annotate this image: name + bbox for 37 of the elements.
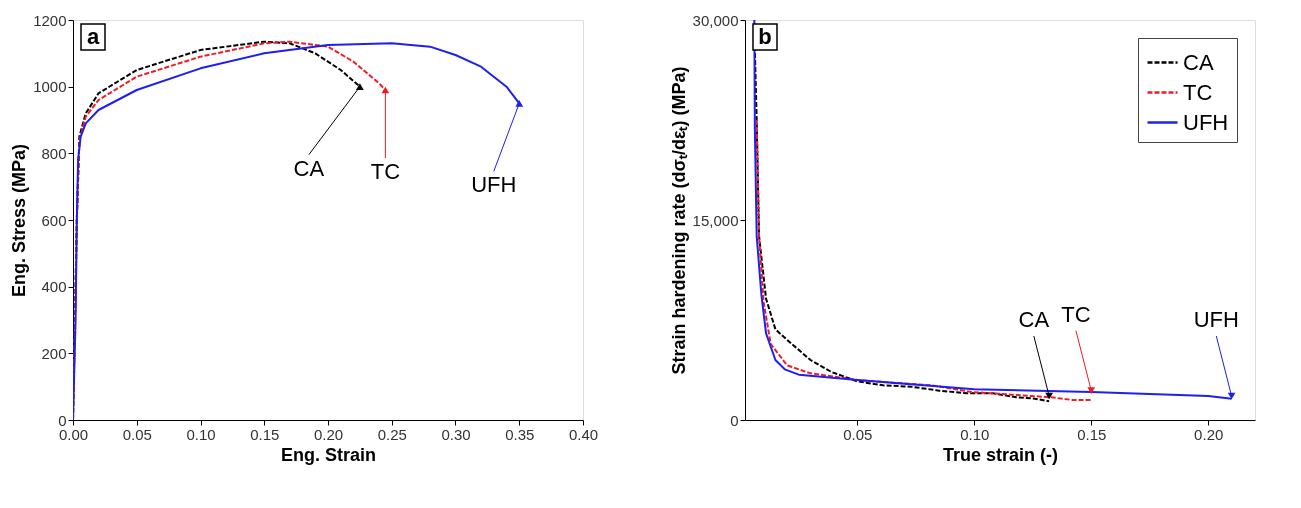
x-axis-title: True strain (-) — [942, 444, 1059, 465]
y-tick-label: 400 — [41, 278, 67, 296]
x-tick-label: 0.35 — [505, 425, 535, 443]
y-tick-label: 600 — [41, 211, 67, 229]
x-tick-label: 0.15 — [250, 425, 280, 443]
x-tick-label: 0.20 — [313, 425, 344, 443]
x-tick-label: 0.05 — [122, 425, 152, 443]
chart-title: b — [758, 24, 772, 49]
x-tick-label: 0.30 — [441, 425, 471, 443]
x-tick-label: 0.15 — [1077, 425, 1107, 443]
x-tick-label: 0.10 — [960, 425, 990, 443]
annotation: TC — [1061, 301, 1091, 327]
x-tick-label: 0.05 — [843, 425, 873, 443]
annotation: UFH — [471, 172, 517, 198]
y-tick-label: 200 — [41, 344, 67, 362]
legend-label: CA — [1183, 49, 1214, 75]
x-tick-label: 0.40 — [568, 425, 599, 443]
annotation: CA — [293, 155, 325, 181]
line-series — [755, 119, 1093, 401]
annotation: UFH — [1193, 307, 1239, 332]
y-tick-label: 1000 — [33, 78, 67, 96]
x-axis-title: Eng. Strain — [280, 444, 377, 465]
x-tick-label: 0.25 — [377, 425, 407, 443]
y-tick-label: 800 — [41, 144, 67, 162]
y-axis-title: Eng. Stress (MPa) — [9, 143, 30, 298]
legend-label: TC — [1183, 79, 1213, 105]
annotation: CA — [1018, 307, 1050, 332]
y-axis-title: Strain hardening rate (dσₜ/dεₜ) (MPa) — [668, 66, 689, 375]
x-tick-label: 0.10 — [186, 425, 216, 443]
y-tick-label: 15,000 — [692, 211, 739, 229]
y-tick-label: 1200 — [33, 11, 67, 29]
annotation: TC — [370, 159, 401, 184]
y-tick-label: 0 — [730, 411, 739, 429]
y-tick-label: 30,000 — [692, 11, 739, 29]
legend-label: UFH — [1183, 109, 1229, 135]
chart-title: a — [86, 24, 100, 49]
x-tick-label: 0.20 — [1194, 425, 1224, 443]
